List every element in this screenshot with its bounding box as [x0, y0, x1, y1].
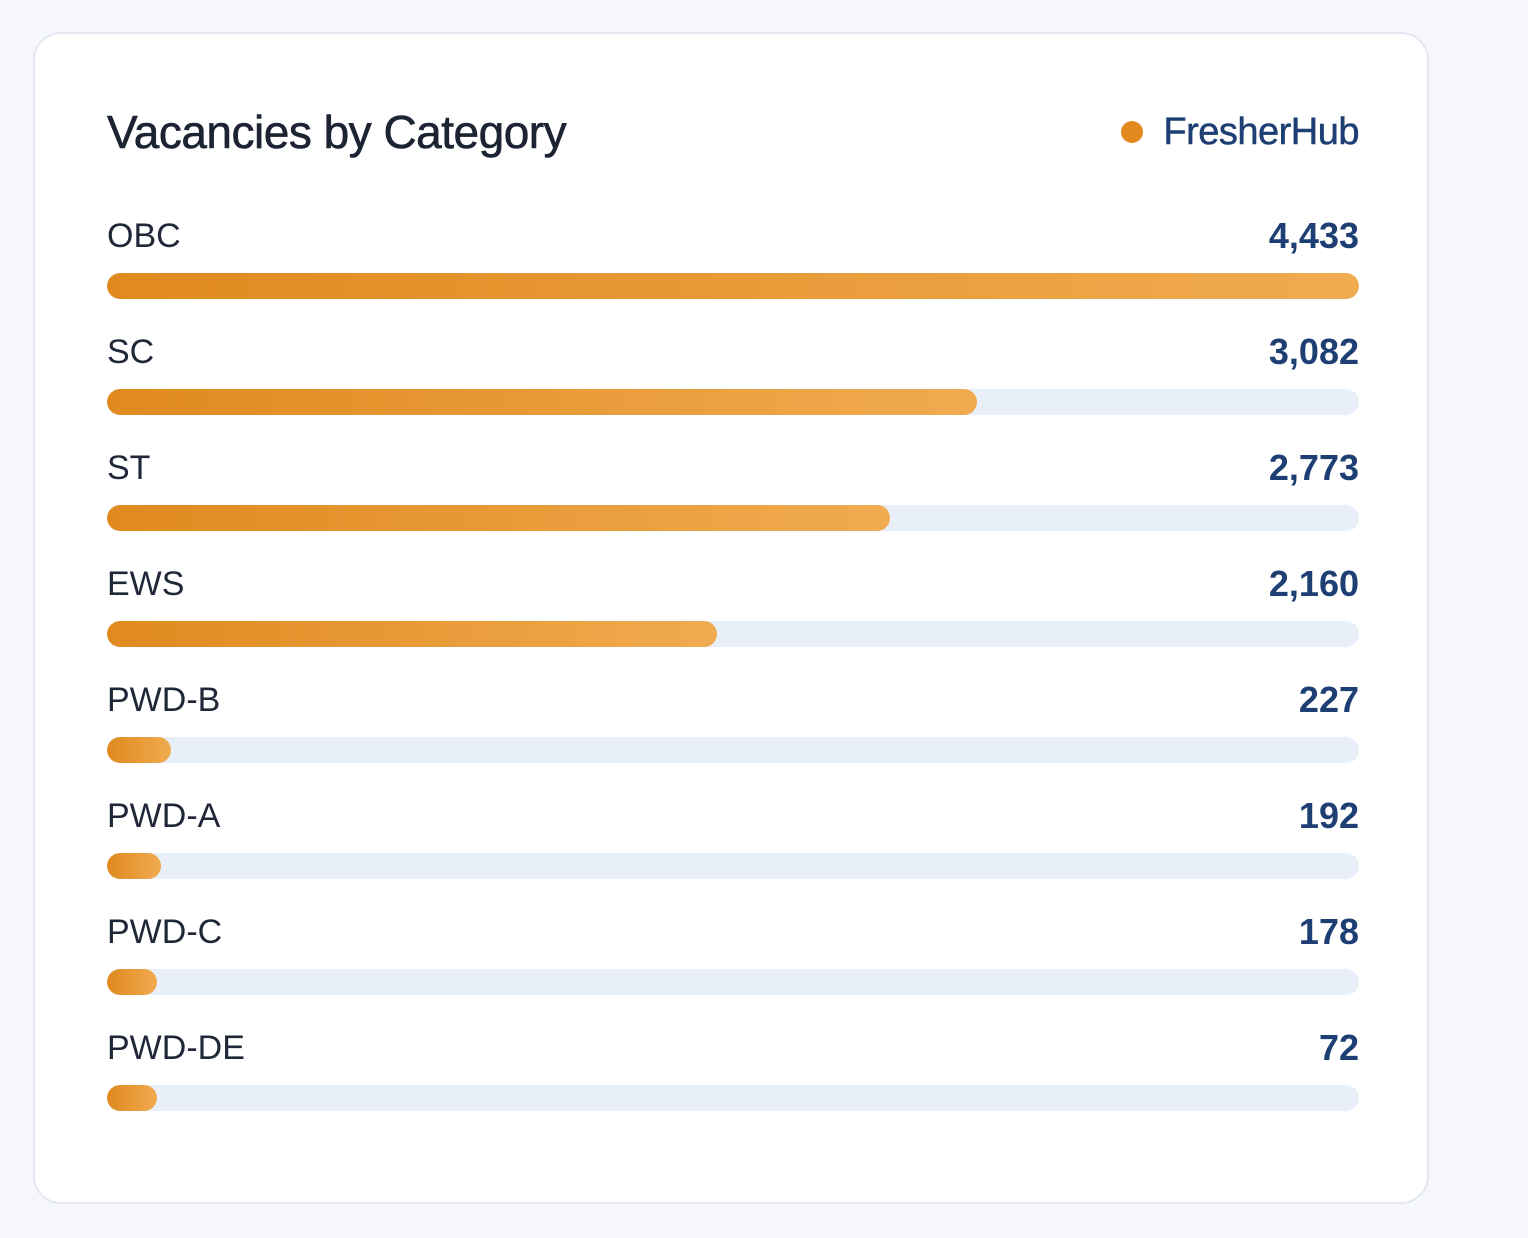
bar-rows: OBC 4,433 SC 3,082 ST 2,773 EWS 2,160 PWD-B 227 PW… [107, 214, 1359, 1142]
bar-row-ews: EWS 2,160 [107, 562, 1359, 678]
brand-tag: FresherHub [1121, 102, 1360, 162]
category-label: PWD-A [107, 797, 221, 835]
bar-track [107, 853, 1359, 879]
bar-track [107, 273, 1359, 299]
value-label: 178 [1298, 911, 1359, 952]
bar-track [107, 969, 1359, 995]
bar-track [107, 1085, 1359, 1111]
category-label: SC [107, 333, 155, 371]
bar-row-pwd-de: PWD-DE 72 [107, 1026, 1359, 1142]
category-label: OBC [107, 217, 181, 255]
chart-card: Vacancies by Category FresherHub OBC 4,43… [33, 32, 1429, 1204]
category-label: ST [107, 449, 151, 487]
bar-fill [107, 1085, 157, 1111]
category-label: PWD-B [107, 681, 221, 719]
category-label: EWS [107, 565, 185, 603]
category-label: PWD-C [107, 913, 223, 951]
bar-fill [107, 621, 717, 647]
brand-label: FresherHub [1163, 111, 1360, 154]
bar-fill [107, 969, 157, 995]
bar-row-obc: OBC 4,433 [107, 214, 1359, 330]
bar-track [107, 389, 1359, 415]
bar-fill [107, 505, 890, 531]
brand-dot-icon [1121, 121, 1144, 143]
category-label: PWD-DE [107, 1029, 245, 1067]
value-label: 2,773 [1268, 447, 1359, 488]
value-label: 227 [1298, 679, 1359, 720]
value-label: 72 [1318, 1027, 1359, 1068]
bar-track [107, 737, 1359, 763]
card-header: Vacancies by Category FresherHub [107, 102, 1360, 162]
bar-fill [107, 273, 1359, 299]
value-label: 2,160 [1268, 563, 1359, 604]
bar-track [107, 505, 1359, 531]
bar-row-sc: SC 3,082 [107, 330, 1359, 446]
bar-fill [107, 737, 171, 763]
value-label: 3,082 [1268, 331, 1359, 372]
value-label: 192 [1298, 795, 1359, 836]
bar-row-pwd-c: PWD-C 178 [107, 910, 1359, 1026]
bar-track [107, 621, 1359, 647]
chart-title: Vacancies by Category [107, 106, 567, 159]
bar-fill [107, 389, 977, 415]
bar-row-pwd-b: PWD-B 227 [107, 678, 1359, 794]
bar-row-pwd-a: PWD-A 192 [107, 794, 1359, 910]
bar-fill [107, 853, 161, 879]
value-label: 4,433 [1268, 215, 1359, 256]
bar-row-st: ST 2,773 [107, 446, 1359, 562]
